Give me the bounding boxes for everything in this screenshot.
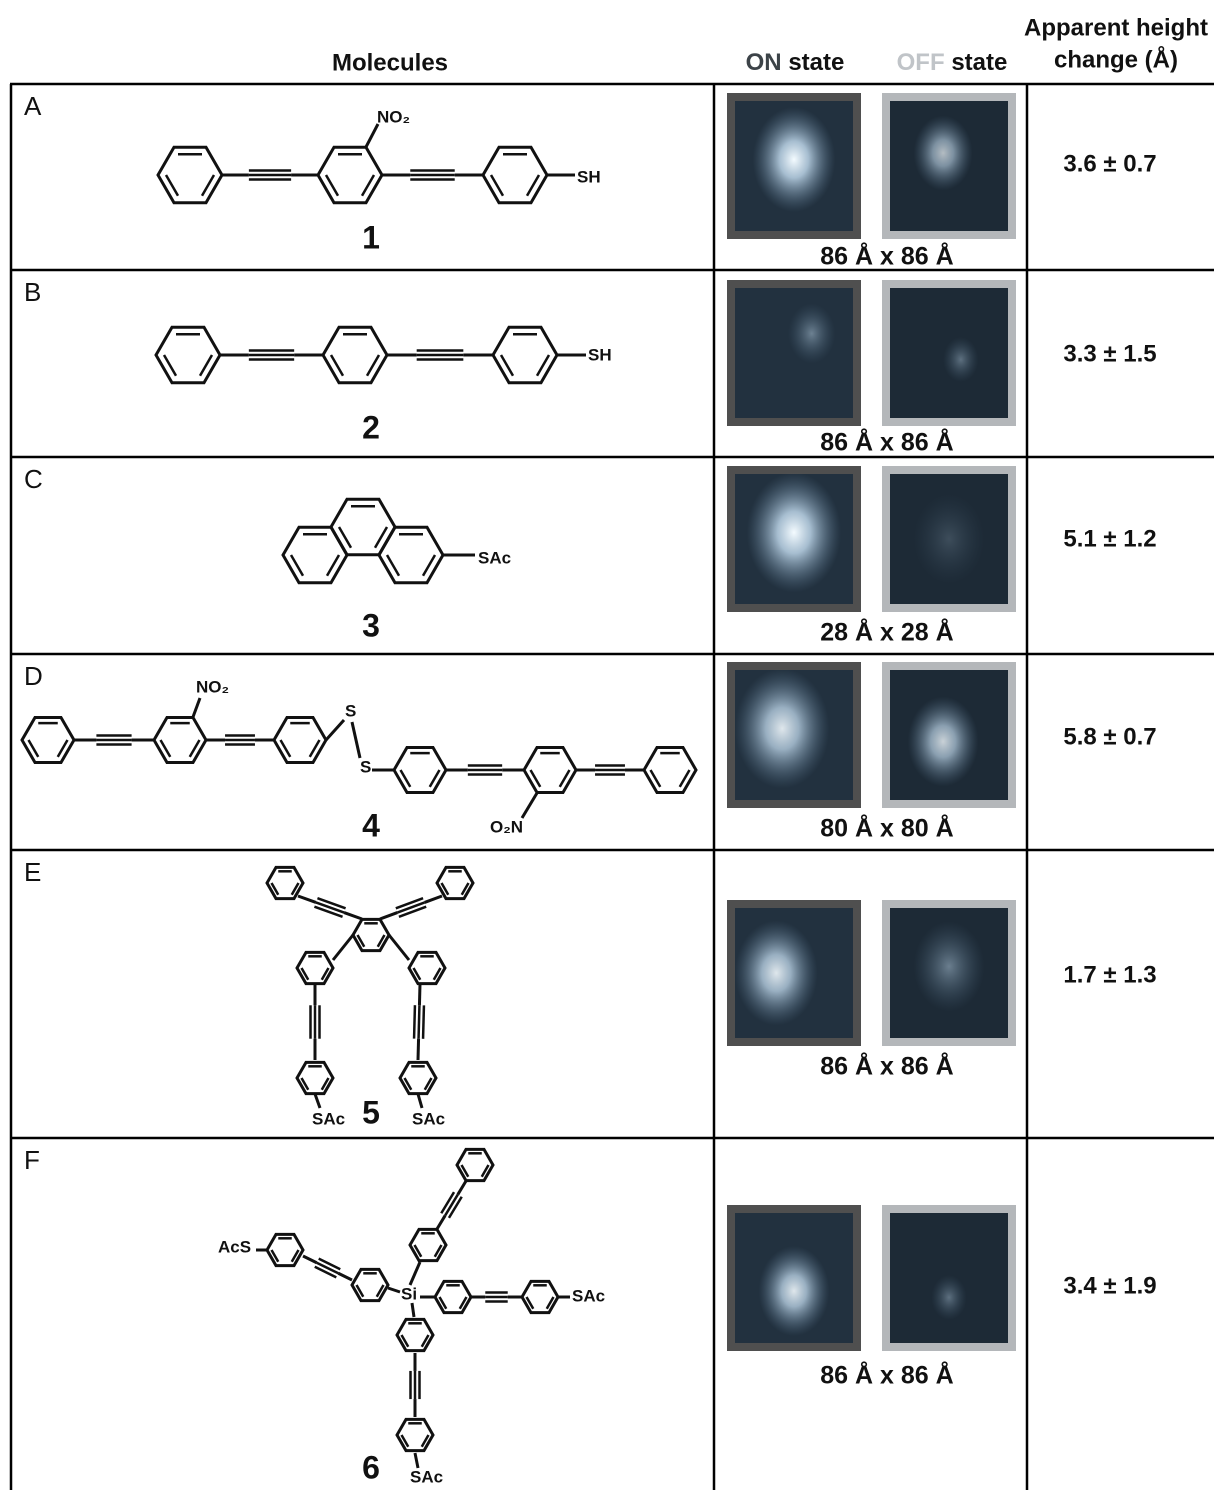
bond bbox=[333, 935, 353, 960]
bond bbox=[410, 1262, 420, 1285]
state-word: state bbox=[788, 49, 844, 76]
compound-number: 1 bbox=[362, 219, 380, 255]
bond bbox=[412, 1303, 414, 1317]
stm-feature bbox=[914, 116, 973, 191]
bond bbox=[366, 124, 378, 147]
substituent: SAc bbox=[412, 1109, 445, 1128]
scan-size: 86 Å x 86 Å bbox=[820, 242, 953, 271]
substituent: NO₂ bbox=[377, 107, 410, 126]
benzene-ring bbox=[156, 327, 220, 382]
bond bbox=[298, 896, 316, 902]
bond bbox=[415, 1453, 418, 1468]
header-molecules: Molecules bbox=[332, 49, 448, 76]
stm-feature bbox=[759, 1246, 830, 1336]
substituent: SAc bbox=[572, 1286, 605, 1305]
row-letter: A bbox=[24, 91, 42, 121]
bond bbox=[458, 1181, 466, 1194]
substituent: S bbox=[360, 757, 371, 776]
bond bbox=[418, 1094, 422, 1108]
height-change: 1.7 ± 1.3 bbox=[1063, 961, 1156, 988]
stm-feature bbox=[908, 697, 979, 787]
bond bbox=[418, 1039, 419, 1060]
header-on: ON state bbox=[746, 49, 845, 76]
row-letter: E bbox=[24, 857, 41, 887]
on-word: ON bbox=[746, 49, 782, 76]
stm-feature bbox=[735, 921, 818, 1026]
compound-number: 4 bbox=[362, 807, 380, 843]
bond bbox=[437, 1216, 445, 1229]
bond bbox=[344, 913, 362, 919]
scan-size: 28 Å x 28 Å bbox=[820, 618, 953, 647]
bond bbox=[326, 720, 344, 740]
height-change: 5.8 ± 0.7 bbox=[1063, 723, 1156, 750]
triple-bond bbox=[419, 1005, 420, 1038]
bond bbox=[352, 722, 360, 758]
substituent: SAc bbox=[410, 1467, 443, 1486]
scan-size: 86 Å x 86 Å bbox=[820, 1361, 953, 1390]
height-change: 3.6 ± 0.7 bbox=[1063, 150, 1156, 177]
row-letter: F bbox=[24, 1145, 40, 1175]
height-change: 3.3 ± 1.5 bbox=[1063, 340, 1156, 367]
benzene-ring bbox=[323, 327, 387, 382]
compound-number: 3 bbox=[362, 607, 380, 643]
height-change: 3.4 ± 1.9 bbox=[1063, 1272, 1156, 1299]
triple-bond bbox=[414, 1005, 415, 1038]
bond bbox=[338, 1273, 352, 1280]
scan-size: 86 Å x 86 Å bbox=[820, 1052, 953, 1081]
benzene-ring bbox=[493, 327, 557, 382]
off-word: OFF bbox=[897, 49, 945, 76]
stm-feature bbox=[788, 304, 835, 364]
structures bbox=[22, 124, 696, 1468]
compound-number: 6 bbox=[362, 1449, 380, 1485]
benzene-ring bbox=[158, 147, 222, 202]
figure-table: Molecules ON state OFF state Apparent he… bbox=[0, 0, 1214, 1490]
header-height: change (Å) bbox=[1054, 45, 1178, 73]
triple-bond bbox=[423, 1005, 424, 1038]
compound-number: 2 bbox=[362, 409, 380, 445]
table-grid bbox=[10, 84, 1214, 1490]
bond bbox=[380, 913, 397, 919]
stm-feature bbox=[914, 922, 985, 1012]
bond bbox=[303, 1256, 317, 1263]
stm-feature bbox=[914, 494, 985, 584]
substituent: SH bbox=[577, 167, 601, 186]
stm-feature bbox=[753, 107, 836, 212]
substituent: SH bbox=[588, 345, 612, 364]
stm-feature bbox=[943, 337, 978, 382]
scan-size: 86 Å x 86 Å bbox=[820, 428, 953, 457]
benzene-ring bbox=[318, 147, 382, 202]
bond bbox=[388, 1288, 400, 1292]
row-letter: B bbox=[24, 277, 41, 307]
stm-feature bbox=[747, 473, 841, 593]
page: Molecules ON state OFF state Apparent he… bbox=[0, 0, 1214, 1490]
substituent: NO₂ bbox=[196, 677, 229, 696]
substituent: O₂N bbox=[490, 817, 523, 836]
substituent: SAc bbox=[478, 548, 511, 567]
stm-feature bbox=[931, 1275, 966, 1320]
bond bbox=[389, 935, 409, 960]
height-change: 5.1 ± 1.2 bbox=[1063, 525, 1156, 552]
scan-size: 80 Å x 80 Å bbox=[820, 814, 953, 843]
bond bbox=[315, 1094, 320, 1108]
benzene-ring bbox=[379, 527, 443, 582]
state-word: state bbox=[951, 49, 1007, 76]
bond bbox=[425, 896, 442, 902]
compound-number: 5 bbox=[362, 1094, 380, 1130]
stm-feature bbox=[735, 669, 829, 789]
row-letter: D bbox=[24, 661, 43, 691]
bond bbox=[193, 698, 200, 717]
substituent: SAc bbox=[312, 1109, 345, 1128]
bond bbox=[419, 984, 420, 1005]
substituent: Si bbox=[401, 1284, 417, 1303]
row-letter: C bbox=[24, 464, 43, 494]
header-height: Apparent height bbox=[1024, 14, 1208, 41]
substituent: S bbox=[345, 701, 356, 720]
benzene-ring bbox=[483, 147, 547, 202]
substituent: AcS bbox=[218, 1237, 251, 1256]
header-off: OFF state bbox=[897, 49, 1008, 76]
bond bbox=[522, 793, 537, 818]
